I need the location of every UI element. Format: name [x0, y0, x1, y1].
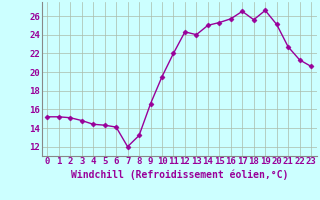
X-axis label: Windchill (Refroidissement éolien,°C): Windchill (Refroidissement éolien,°C)	[70, 169, 288, 180]
